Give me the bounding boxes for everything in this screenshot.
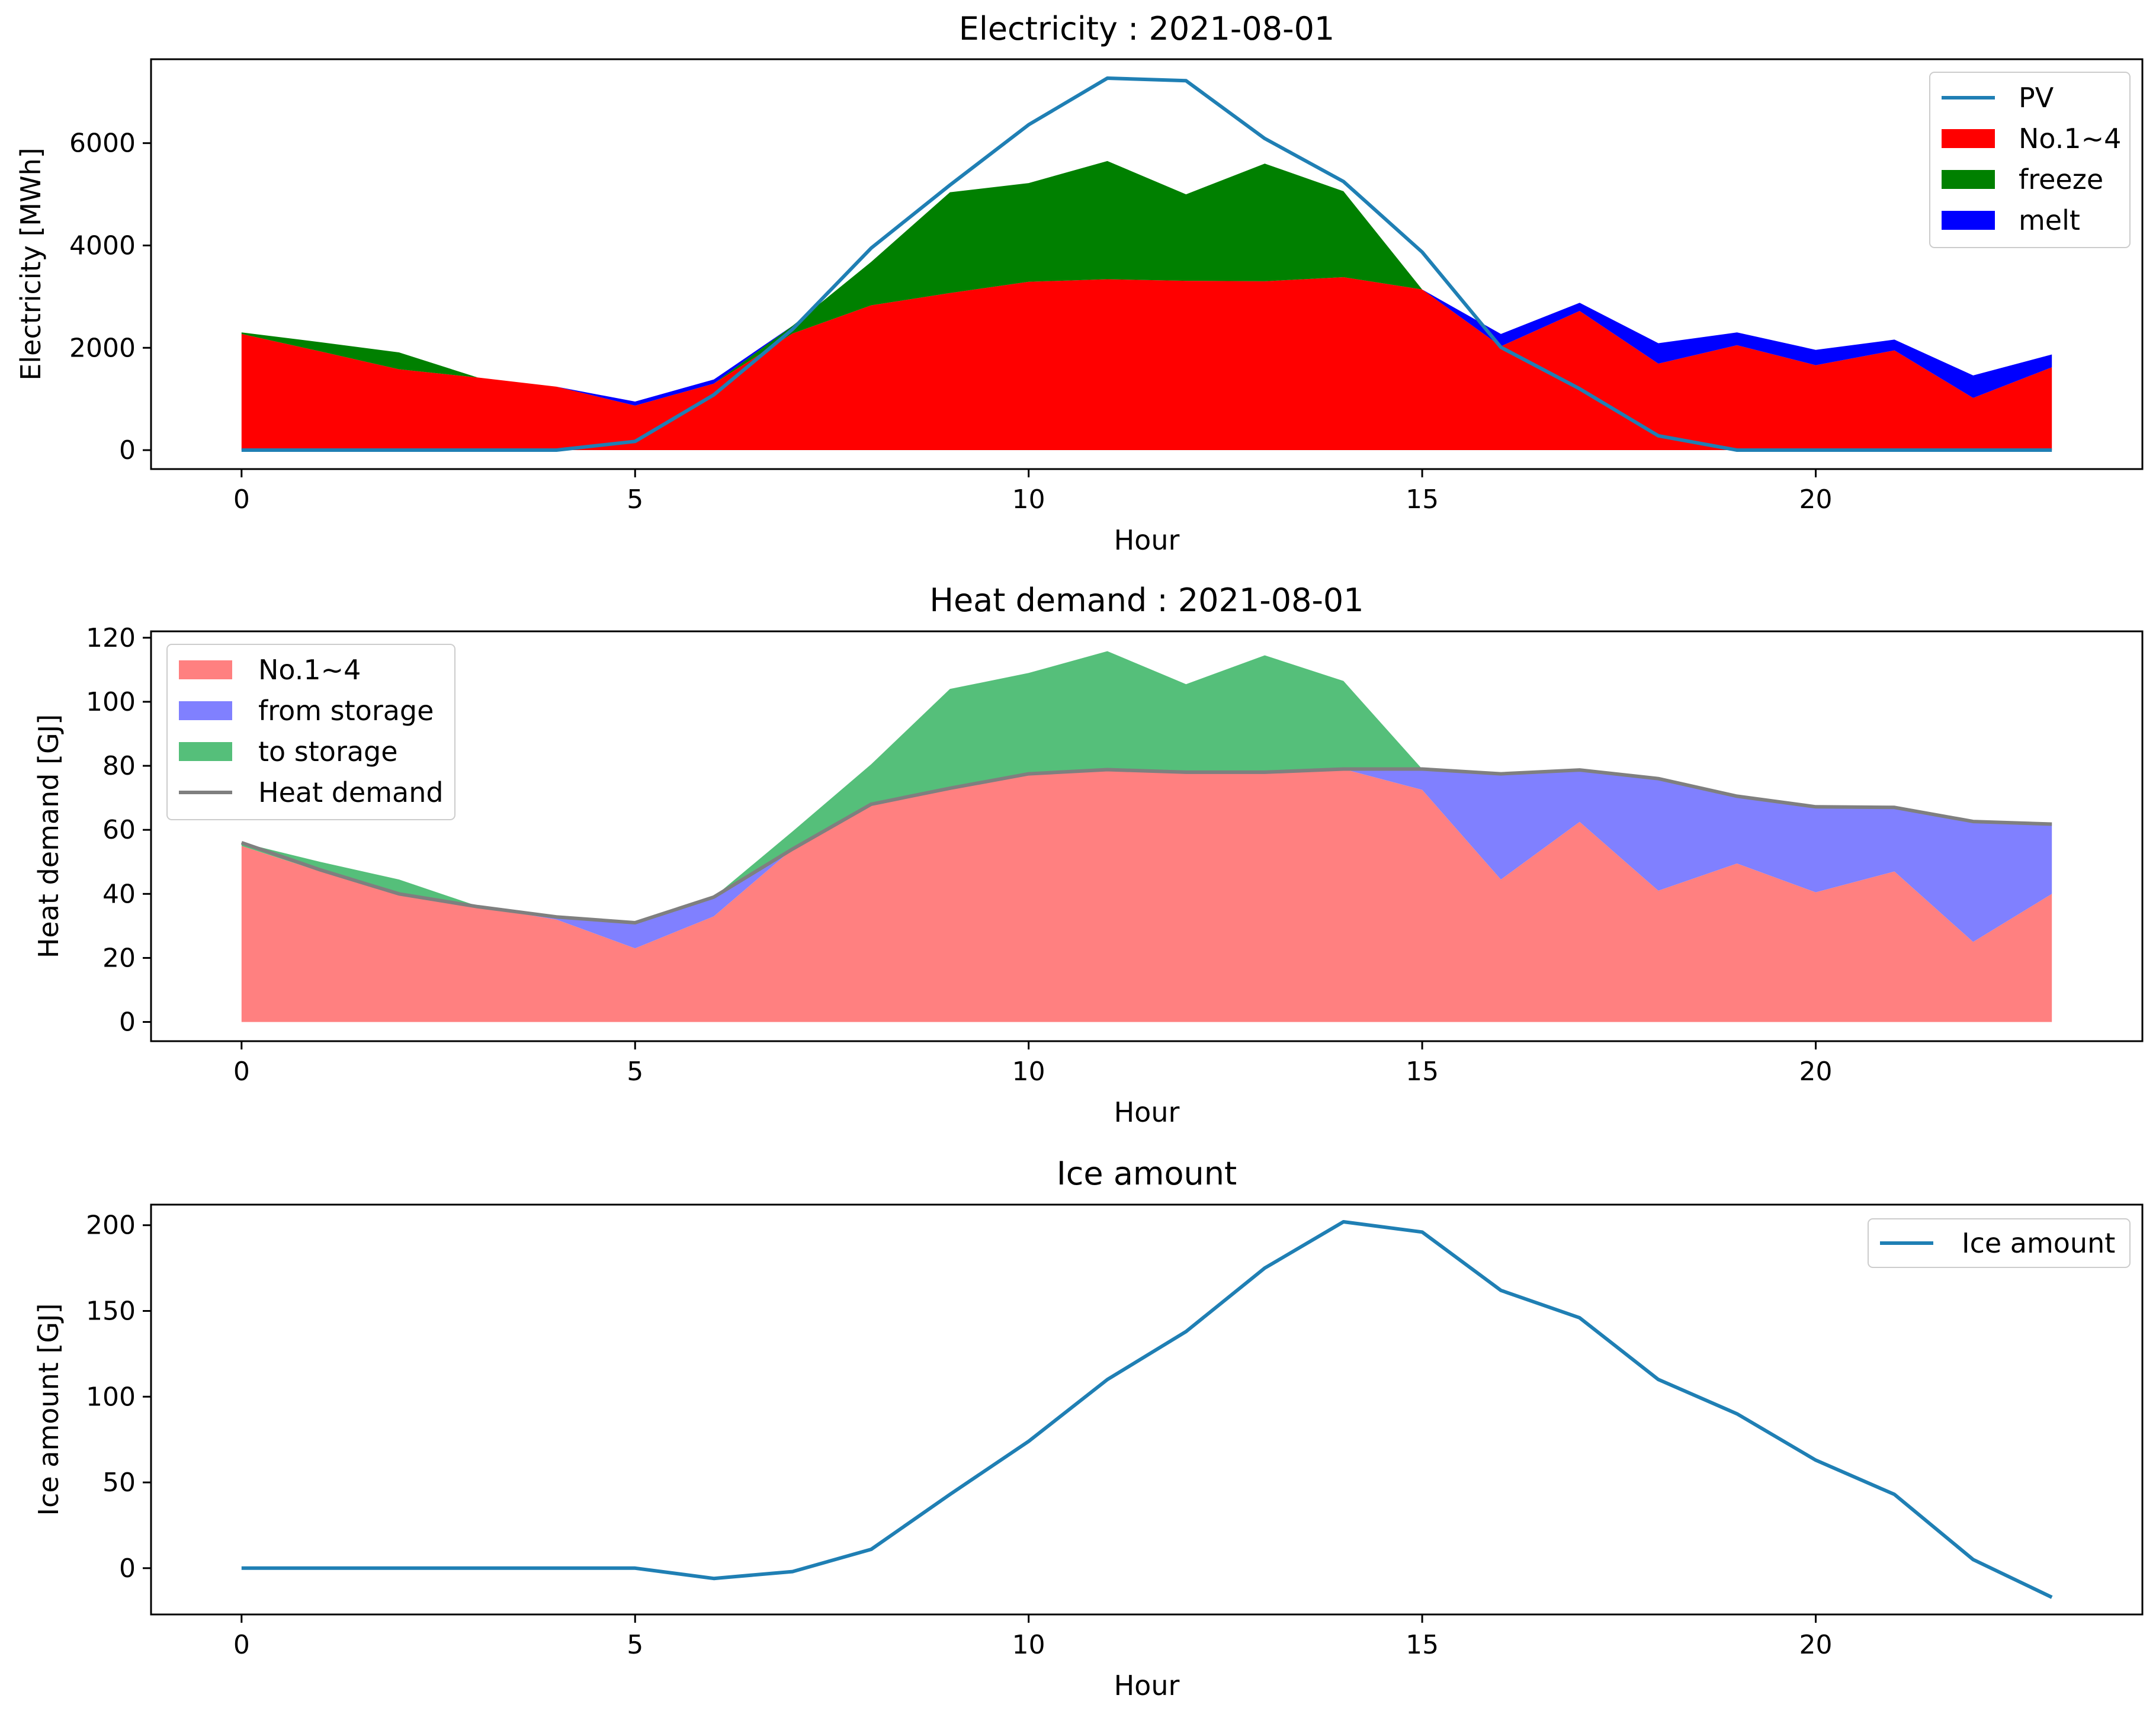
electricity-y-tick-label: 4000 bbox=[69, 230, 136, 261]
electricity-area-freeze bbox=[241, 160, 2052, 406]
legend-swatch-heat-no14 bbox=[179, 660, 232, 679]
electricity-x-tick-label: 20 bbox=[1799, 484, 1833, 515]
ice-amount-y-label: Ice amount [GJ] bbox=[33, 1304, 65, 1516]
electricity-lines bbox=[241, 76, 2052, 452]
heat-demand-y-tick-label: 20 bbox=[102, 943, 136, 973]
heat-demand-y-ticks: 0 20 40 60 80 100 120 bbox=[86, 623, 151, 1038]
electricity-title: Electricity : 2021-08-01 bbox=[959, 10, 1335, 47]
heat-demand-plot-frame bbox=[150, 630, 2144, 1042]
heat-demand-y-tick-label: 80 bbox=[102, 751, 136, 781]
electricity-x-ticks: 0 5 10 15 20 bbox=[233, 469, 1833, 515]
electricity-x-tick-label: 0 bbox=[233, 484, 250, 515]
ice-amount-y-tick-label: 0 bbox=[119, 1553, 136, 1584]
legend-swatch-freeze bbox=[1942, 170, 1995, 189]
legend-label-heat-no14: No.1~4 bbox=[258, 654, 361, 686]
heat-demand-x-tick-label: 5 bbox=[627, 1057, 643, 1087]
ice-amount-panel: Ice amount 0 5 10 15 20 0 50 100 150 200 Hour Ic… bbox=[33, 1155, 2144, 1702]
legend-label-melt: melt bbox=[2019, 204, 2080, 236]
ice-amount-y-tick-label: 150 bbox=[86, 1296, 136, 1327]
ice-amount-x-tick-label: 0 bbox=[233, 1630, 250, 1660]
legend-label-no14: No.1~4 bbox=[2019, 123, 2121, 155]
heat-demand-lines bbox=[240, 767, 2052, 924]
electricity-plot-frame bbox=[150, 58, 2144, 470]
ice-amount-x-ticks: 0 5 10 15 20 bbox=[233, 1614, 1833, 1660]
ice-amount-legend-box bbox=[1868, 1218, 2131, 1268]
legend-label-to-storage: to storage bbox=[258, 736, 398, 768]
heat-demand-x-tick-label: 15 bbox=[1406, 1057, 1439, 1087]
electricity-y-tick-label: 2000 bbox=[69, 333, 136, 363]
ice-amount-legend: Ice amount bbox=[1868, 1218, 2131, 1268]
heat-demand-panel: Heat demand : 2021-08-01 0 5 10 15 20 0 20 40 6… bbox=[33, 582, 2144, 1128]
heat-demand-y-tick-label: 60 bbox=[102, 815, 136, 845]
electricity-line-pv bbox=[241, 76, 2052, 452]
electricity-legend-box bbox=[1929, 72, 2131, 248]
ice-amount-y-tick-label: 100 bbox=[86, 1382, 136, 1412]
heat-demand-y-tick-label: 40 bbox=[102, 879, 136, 909]
heat-demand-x-label: Hour bbox=[1114, 1096, 1180, 1128]
electricity-x-tick-label: 5 bbox=[627, 484, 643, 515]
ice-amount-lines bbox=[241, 1220, 2053, 1599]
legend-swatch-melt bbox=[1942, 211, 1995, 230]
heat-demand-legend-box bbox=[166, 644, 455, 820]
ice-amount-x-label: Hour bbox=[1114, 1670, 1180, 1702]
legend-swatch-to-storage bbox=[179, 742, 232, 761]
electricity-x-tick-label: 10 bbox=[1012, 484, 1045, 515]
electricity-y-ticks: 0 2000 4000 6000 bbox=[69, 129, 151, 466]
ice-amount-x-tick-label: 10 bbox=[1012, 1630, 1045, 1660]
ice-amount-plot-frame bbox=[150, 1203, 2144, 1616]
legend-label-from-storage: from storage bbox=[258, 695, 434, 727]
ice-amount-line-ice-amount bbox=[241, 1220, 2053, 1599]
heat-demand-y-tick-label: 100 bbox=[86, 687, 136, 717]
electricity-legend: PV No.1~4 freeze melt bbox=[1929, 72, 2131, 248]
heat-demand-line-heat-demand bbox=[240, 767, 2052, 924]
electricity-y-label: Electricity [MWh] bbox=[15, 147, 47, 380]
heat-demand-x-tick-label: 20 bbox=[1799, 1057, 1833, 1087]
electricity-y-tick-label: 0 bbox=[119, 435, 136, 466]
ice-amount-y-tick-label: 200 bbox=[86, 1211, 136, 1241]
legend-swatch-from-storage bbox=[179, 701, 232, 720]
ice-amount-y-ticks: 0 50 100 150 200 bbox=[86, 1211, 151, 1584]
heat-demand-area-from-storage bbox=[241, 769, 2052, 949]
ice-amount-x-tick-label: 20 bbox=[1799, 1630, 1833, 1660]
electricity-x-label: Hour bbox=[1114, 524, 1180, 556]
electricity-x-tick-label: 15 bbox=[1406, 484, 1439, 515]
legend-label-freeze: freeze bbox=[2019, 163, 2103, 195]
heat-demand-legend: No.1~4 from storage to storage Heat dema… bbox=[166, 644, 455, 820]
electricity-area-no-1-4 bbox=[241, 277, 2052, 450]
heat-demand-areas bbox=[241, 651, 2052, 1022]
ice-amount-x-tick-label: 5 bbox=[627, 1630, 643, 1660]
ice-amount-title: Ice amount bbox=[1057, 1155, 1237, 1192]
heat-demand-y-tick-label: 120 bbox=[86, 623, 136, 653]
electricity-areas bbox=[241, 160, 2052, 450]
heat-demand-x-tick-label: 10 bbox=[1012, 1057, 1045, 1087]
legend-label-pv: PV bbox=[2019, 82, 2054, 114]
heat-demand-y-tick-label: 0 bbox=[119, 1007, 136, 1038]
legend-label-heat-demand: Heat demand bbox=[258, 776, 444, 808]
electricity-y-tick-label: 6000 bbox=[69, 129, 136, 159]
heat-demand-area-no-1-4 bbox=[241, 769, 2052, 1022]
legend-label-ice-amount: Ice amount bbox=[1962, 1227, 2115, 1259]
heat-demand-y-label: Heat demand [GJ] bbox=[33, 714, 65, 958]
legend-swatch-no14 bbox=[1942, 129, 1995, 148]
ice-amount-x-tick-label: 15 bbox=[1406, 1630, 1439, 1660]
electricity-panel: Electricity : 2021-08-01 0 5 10 15 20 0 2000 4… bbox=[15, 10, 2144, 556]
ice-amount-y-tick-label: 50 bbox=[102, 1468, 136, 1498]
heat-demand-x-tick-label: 0 bbox=[233, 1057, 250, 1087]
heat-demand-x-ticks: 0 5 10 15 20 bbox=[233, 1041, 1833, 1087]
heat-demand-title: Heat demand : 2021-08-01 bbox=[929, 582, 1363, 619]
